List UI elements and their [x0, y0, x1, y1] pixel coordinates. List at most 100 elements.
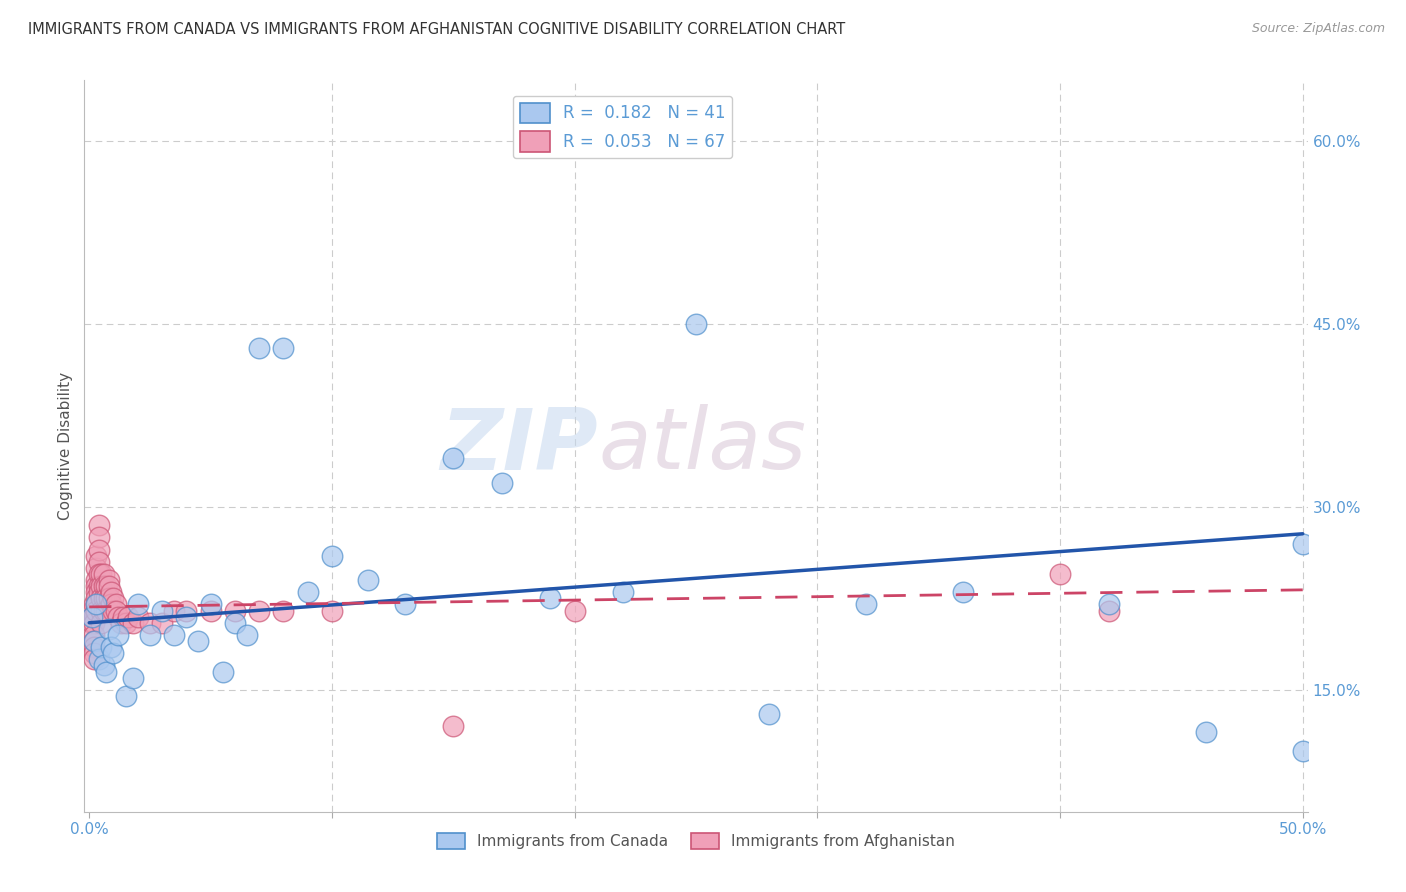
Point	[1292, 536, 1315, 550]
Point	[103, 646, 125, 660]
Point	[90, 615, 112, 630]
Point	[100, 640, 122, 655]
Point	[110, 615, 132, 630]
Point	[187, 634, 209, 648]
Point	[90, 603, 112, 617]
Point	[1049, 567, 1071, 582]
Point	[104, 603, 127, 617]
Point	[80, 603, 103, 617]
Point	[93, 658, 115, 673]
Point	[104, 598, 127, 612]
Point	[163, 603, 186, 617]
Point	[200, 598, 222, 612]
Point	[127, 598, 149, 612]
Point	[236, 628, 259, 642]
Point	[200, 603, 222, 617]
Point	[441, 451, 464, 466]
Point	[86, 549, 108, 563]
Point	[87, 542, 110, 557]
Point	[394, 598, 416, 612]
Point	[86, 585, 108, 599]
Point	[86, 561, 108, 575]
Point	[211, 665, 233, 679]
Point	[93, 603, 115, 617]
Point	[297, 585, 319, 599]
Point	[87, 579, 110, 593]
Point	[538, 591, 561, 606]
Point	[87, 518, 110, 533]
Point	[83, 634, 105, 648]
Point	[224, 603, 246, 617]
Point	[87, 530, 110, 544]
Point	[83, 609, 105, 624]
Point	[491, 475, 513, 490]
Point	[103, 591, 125, 606]
Point	[117, 609, 139, 624]
Point	[86, 598, 108, 612]
Point	[107, 628, 129, 642]
Point	[80, 609, 103, 624]
Point	[80, 615, 103, 630]
Point	[441, 719, 464, 733]
Point	[83, 652, 105, 666]
Point	[93, 567, 115, 582]
Point	[247, 603, 270, 617]
Point	[96, 579, 118, 593]
Point	[855, 598, 877, 612]
Point	[100, 585, 122, 599]
Point	[1195, 725, 1218, 739]
Point	[97, 591, 120, 606]
Point	[83, 646, 105, 660]
Point	[114, 615, 136, 630]
Point	[139, 615, 162, 630]
Point	[150, 615, 173, 630]
Point	[1097, 598, 1119, 612]
Y-axis label: Cognitive Disability: Cognitive Disability	[58, 372, 73, 520]
Point	[139, 628, 162, 642]
Point	[97, 573, 120, 587]
Point	[87, 567, 110, 582]
Point	[86, 591, 108, 606]
Text: ZIP: ZIP	[440, 404, 598, 488]
Point	[122, 615, 145, 630]
Point	[321, 549, 343, 563]
Point	[97, 622, 120, 636]
Point	[96, 665, 118, 679]
Point	[97, 579, 120, 593]
Point	[174, 603, 197, 617]
Point	[93, 591, 115, 606]
Point	[273, 342, 295, 356]
Point	[107, 609, 129, 624]
Point	[83, 598, 105, 612]
Point	[100, 598, 122, 612]
Point	[87, 585, 110, 599]
Point	[952, 585, 974, 599]
Point	[86, 603, 108, 617]
Text: atlas: atlas	[598, 404, 806, 488]
Point	[83, 615, 105, 630]
Point	[357, 573, 380, 587]
Point	[758, 707, 780, 722]
Point	[224, 615, 246, 630]
Point	[90, 579, 112, 593]
Point	[273, 603, 295, 617]
Point	[86, 579, 108, 593]
Point	[174, 609, 197, 624]
Point	[112, 609, 135, 624]
Point	[127, 609, 149, 624]
Point	[86, 573, 108, 587]
Point	[150, 603, 173, 617]
Point	[247, 342, 270, 356]
Point	[321, 603, 343, 617]
Point	[103, 603, 125, 617]
Point	[564, 603, 586, 617]
Point	[96, 591, 118, 606]
Point	[1097, 603, 1119, 617]
Point	[685, 317, 707, 331]
Text: IMMIGRANTS FROM CANADA VS IMMIGRANTS FROM AFGHANISTAN COGNITIVE DISABILITY CORRE: IMMIGRANTS FROM CANADA VS IMMIGRANTS FRO…	[28, 22, 845, 37]
Point	[90, 591, 112, 606]
Point	[1292, 744, 1315, 758]
Point	[86, 598, 108, 612]
Point	[163, 628, 186, 642]
Point	[83, 628, 105, 642]
